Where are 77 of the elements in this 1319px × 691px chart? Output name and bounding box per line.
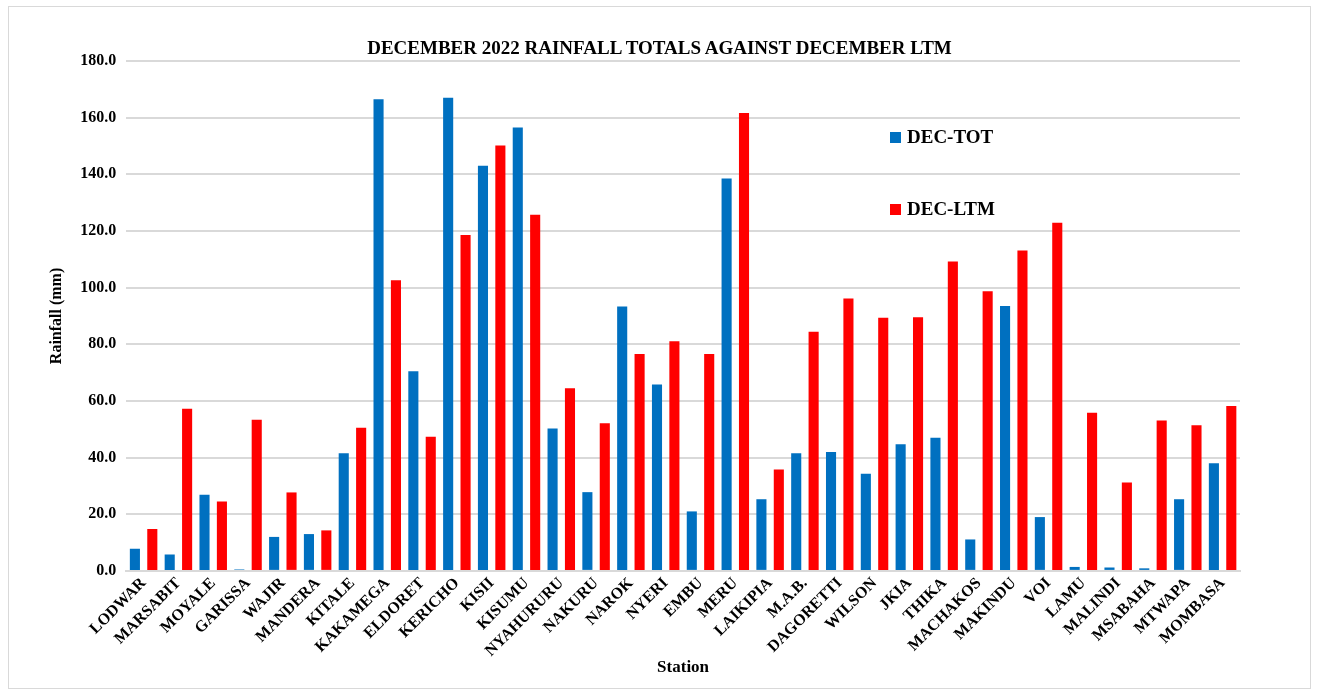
bar <box>860 473 871 570</box>
bar <box>530 214 541 570</box>
bar <box>164 554 175 570</box>
y-tick-label: 180.0 <box>80 51 117 69</box>
bar <box>791 453 802 570</box>
bar <box>1069 566 1080 570</box>
bar <box>356 427 367 570</box>
bar <box>582 492 593 570</box>
bar <box>1000 306 1011 570</box>
bar <box>599 423 610 570</box>
bar <box>721 178 732 570</box>
y-tick-label: 0.0 <box>96 561 117 579</box>
bar <box>251 419 262 570</box>
bar <box>269 536 280 570</box>
y-tick-label: 60.0 <box>88 391 117 409</box>
bar <box>878 317 889 570</box>
bar <box>669 341 680 570</box>
bar <box>704 353 715 570</box>
y-tick-label: 100.0 <box>80 277 117 295</box>
bar <box>338 453 349 570</box>
y-tick-label: 40.0 <box>88 447 117 465</box>
bar <box>443 97 454 570</box>
bar <box>1017 250 1028 570</box>
bar <box>321 530 332 570</box>
bar <box>495 145 506 570</box>
bar <box>286 492 297 570</box>
legend-label: DEC-TOT <box>907 126 994 148</box>
bar <box>373 99 384 570</box>
bar <box>303 534 314 570</box>
bar <box>738 113 750 570</box>
bar <box>651 384 663 570</box>
bar <box>547 428 558 570</box>
y-tick-label: 120.0 <box>80 221 117 239</box>
bar <box>808 331 819 570</box>
bar <box>1226 406 1237 570</box>
y-tick-label: 20.0 <box>88 504 117 522</box>
bar <box>460 234 471 570</box>
bar <box>756 499 767 570</box>
bar <box>1174 499 1185 570</box>
bar <box>1208 463 1219 570</box>
bar <box>825 451 837 570</box>
bar <box>634 353 645 570</box>
bar <box>1191 425 1202 570</box>
bar <box>564 388 576 570</box>
legend-label: DEC-LTM <box>907 198 995 220</box>
chart-title: DECEMBER 2022 RAINFALL TOTALS AGAINST DECEMBER LTM <box>367 37 952 58</box>
bar <box>617 306 628 570</box>
bar <box>129 548 140 570</box>
bar <box>1087 412 1098 570</box>
bar <box>390 280 401 570</box>
y-axis-title: Rainfall (mm) <box>46 267 65 365</box>
x-axis-title: Station <box>657 657 710 677</box>
bar <box>408 371 419 570</box>
bar <box>1104 567 1115 570</box>
bar <box>843 298 854 570</box>
bar <box>1121 482 1132 570</box>
bar <box>477 165 489 570</box>
bar <box>147 528 158 570</box>
bar <box>686 511 697 570</box>
bar <box>1034 517 1045 570</box>
bar <box>947 261 958 570</box>
bar <box>1052 222 1063 570</box>
bar <box>199 494 210 570</box>
bar <box>425 436 436 570</box>
bar <box>982 291 993 570</box>
bar <box>1156 420 1167 570</box>
bar <box>182 408 193 570</box>
bar <box>965 539 976 570</box>
bar <box>512 127 523 570</box>
bar <box>895 444 906 570</box>
y-tick-label: 80.0 <box>88 334 117 352</box>
bar <box>216 501 227 570</box>
bar <box>773 469 784 570</box>
y-tick-label: 140.0 <box>80 164 117 182</box>
bar <box>930 437 941 570</box>
bar <box>913 317 924 570</box>
y-tick-label: 160.0 <box>80 107 117 125</box>
